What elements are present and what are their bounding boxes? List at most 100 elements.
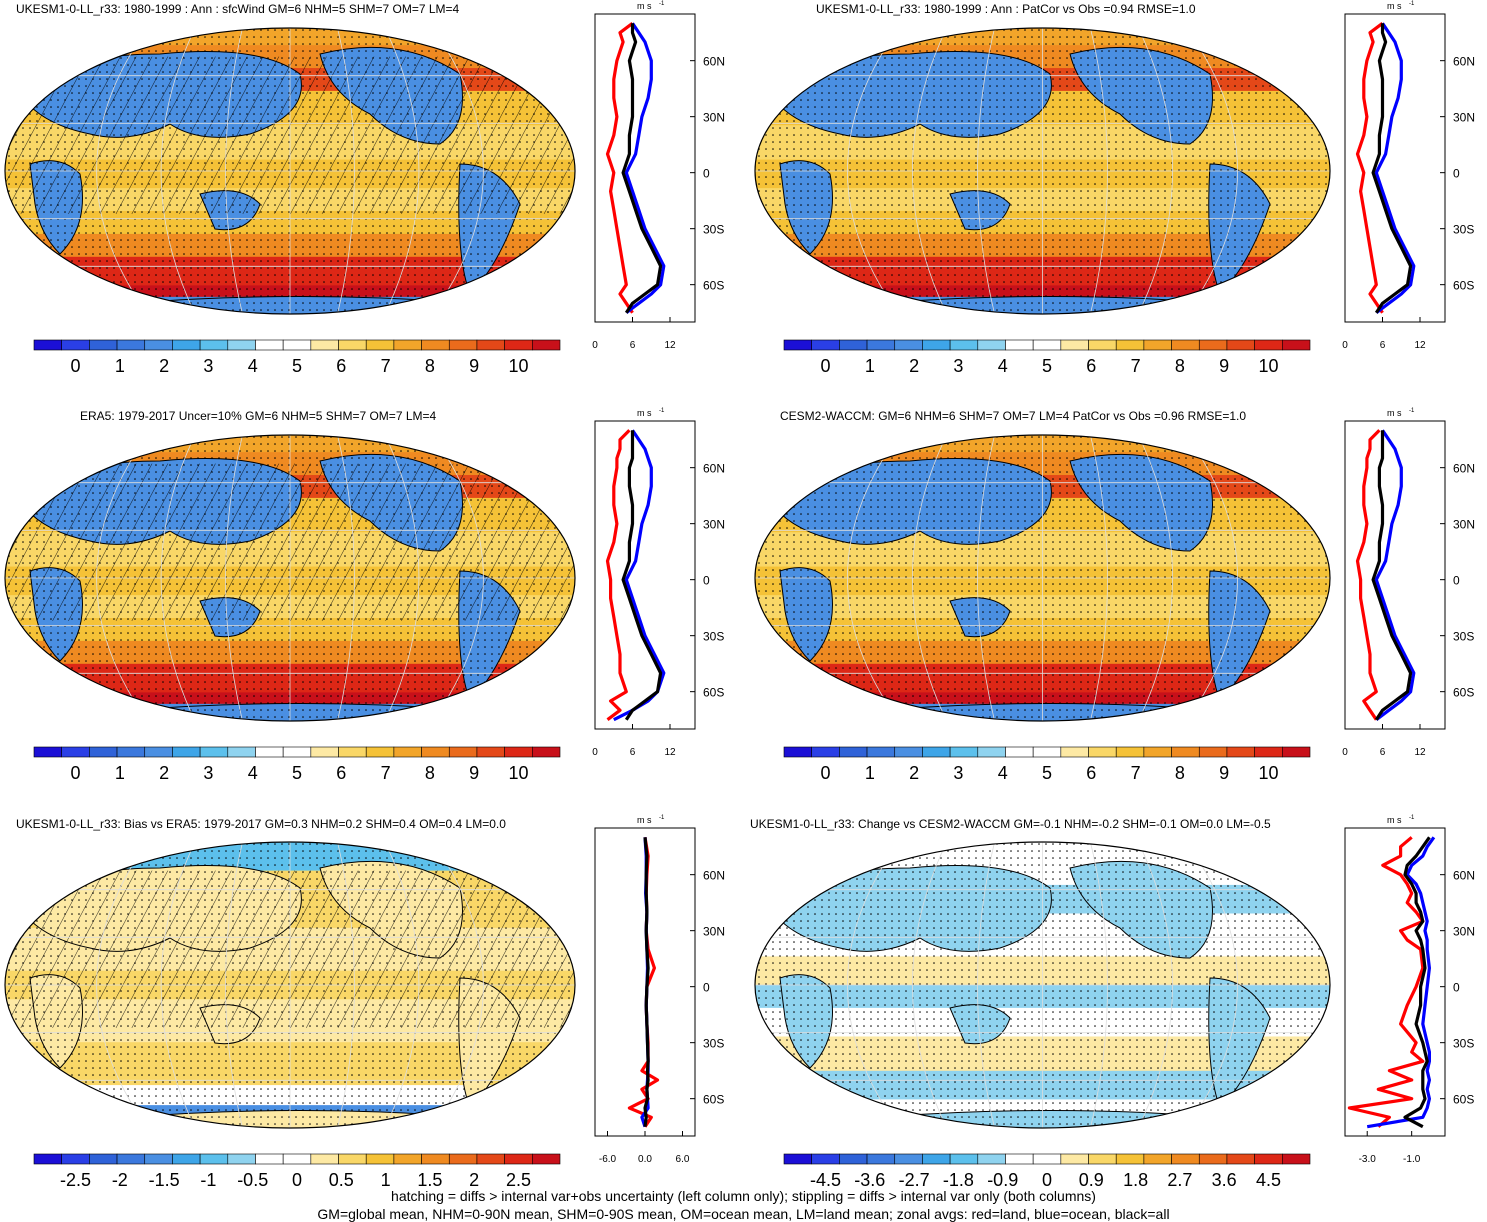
graticule-line: [1090, 28, 1108, 314]
zonal-series-all: [621, 430, 663, 721]
colorbar-tick-label: 9: [1219, 763, 1229, 783]
colorbar-tick-label: 9: [469, 356, 479, 376]
zonal-y-tick-label: 30S: [703, 1037, 724, 1051]
zonal-series-ocean: [1374, 22, 1416, 314]
colorbar: 0 1 2 3 4 5 6 7 8 9 10: [33, 746, 561, 783]
graticule-line: [432, 435, 484, 721]
colorbar-swatch: [255, 339, 284, 351]
zonal-y-tick-label: 60S: [1453, 1093, 1474, 1107]
zonal-series-all: [643, 837, 650, 1127]
zonal-y-tick-label: 60S: [703, 279, 724, 293]
colorbar-swatch: [1005, 1153, 1034, 1165]
colorbar-swatch: [1226, 1153, 1255, 1165]
map-outline: [4, 27, 576, 315]
colorbar-swatch: [1282, 746, 1311, 758]
panel-title: UKESM1-0-LL_r33: 1980-1999 : Ann : sfcWi…: [16, 2, 460, 16]
zonal-unit-label: m s: [637, 408, 652, 418]
colorbar-tick-label: 2: [159, 356, 169, 376]
colorbar-tick-label: 2: [909, 356, 919, 376]
graticule-line: [1090, 842, 1108, 1128]
panel-change-vs-cesm2: UKESM1-0-LL_r33: Change vs CESM2-WACCM G…: [750, 814, 1487, 1194]
colorbar-swatch: [1226, 339, 1255, 351]
colorbar-swatch: [282, 339, 312, 351]
colorbar-swatch: [310, 746, 339, 758]
zonal-series-ocean: [1374, 429, 1416, 721]
zonal-frame: [594, 13, 696, 323]
zonal-x-tick-label: 6: [630, 340, 636, 351]
colorbar-swatch: [227, 746, 256, 758]
colorbar-swatch: [783, 1153, 812, 1165]
zonal-x-tick-label: -1.0: [1403, 1154, 1421, 1165]
world-map: [4, 841, 576, 1129]
colorbar-swatch: [1254, 339, 1283, 351]
colorbar-tick-label: 1: [865, 763, 875, 783]
colorbar-swatch: [448, 1153, 478, 1165]
zonal-x-tick-label: 12: [664, 340, 676, 351]
colorbar-tick-label: 1: [865, 356, 875, 376]
colorbar-tick-label: 0.9: [1079, 1170, 1104, 1190]
colorbar-tick-label: 3: [953, 763, 963, 783]
graticule-line: [1137, 842, 1173, 1128]
zonal-unit-label: m s: [1387, 408, 1402, 418]
zonal-series-ocean: [624, 22, 666, 314]
colorbar-tick-label: 7: [381, 356, 391, 376]
colorbar-swatch: [199, 339, 229, 351]
graticule-line: [160, 842, 196, 1128]
graticule-line: [337, 435, 355, 721]
colorbar-swatch: [61, 339, 90, 351]
graticule-line: [1090, 435, 1108, 721]
colorbar-swatch: [61, 1153, 90, 1165]
colorbar-swatch: [393, 746, 422, 758]
colorbar-swatch: [894, 746, 923, 758]
zonal-y-tick-label: 30N: [1453, 518, 1475, 532]
zonal-series-all: [1371, 430, 1413, 721]
zonal-unit-label: m s: [1387, 1, 1402, 11]
panel-title: UKESM1-0-LL_r33: 1980-1999 : Ann : PatCo…: [816, 2, 1196, 16]
zonal-y-tick-label: 30N: [703, 111, 725, 125]
zonal-y-tick-label: 0: [703, 574, 710, 588]
colorbar-swatch: [811, 339, 840, 351]
colorbar-tick-label: 4: [248, 763, 258, 783]
colorbar-swatch: [1198, 746, 1228, 758]
colorbar-tick-label: 6: [336, 356, 346, 376]
map-outline: [754, 27, 1331, 315]
colorbar-swatch: [338, 1153, 367, 1165]
world-map: [4, 27, 576, 315]
colorbar-swatch: [421, 339, 450, 351]
colorbar-tick-label: 8: [425, 763, 435, 783]
colorbar-tick-label: -4.5: [810, 1170, 841, 1190]
colorbar-swatch: [89, 746, 118, 758]
colorbar-swatch: [1060, 1153, 1089, 1165]
zonal-x-tick-label: -6.0: [599, 1154, 617, 1165]
zonal-x-tick-label: 12: [1414, 340, 1426, 351]
graticule-line: [912, 435, 948, 721]
colorbar-swatch: [421, 746, 450, 758]
colorbar-swatch: [116, 746, 146, 758]
colorbar-swatch: [1198, 1153, 1228, 1165]
colorbar-tick-label: -2: [112, 1170, 128, 1190]
map-outline: [4, 841, 576, 1129]
colorbar-swatch: [172, 339, 201, 351]
colorbar-swatch: [1032, 746, 1062, 758]
colorbar-swatch: [977, 339, 1006, 351]
graticule-line: [847, 435, 900, 721]
colorbar-swatch: [89, 339, 118, 351]
map-outline: [754, 434, 1331, 722]
colorbar-swatch: [255, 746, 284, 758]
colorbar-tick-label: 6: [1086, 356, 1096, 376]
graticule-line: [1185, 28, 1238, 314]
zonal-mean-plot: m s -1 60N 30N 0 30S 60S -6.0 0.0 6.0: [594, 815, 725, 1165]
colorbar-swatch: [866, 339, 896, 351]
zonal-mean-plot: m s -1 60N 30N 0 30S 60S 0 6 12: [1342, 1, 1475, 351]
colorbar-tick-label: 4: [998, 356, 1008, 376]
zonal-series-all: [1403, 836, 1431, 1129]
colorbar-tick-label: 0.5: [329, 1170, 354, 1190]
panel-era5: ERA5: 1979-2017 Uncer=10% GM=6 NHM=5 SHM…: [0, 407, 740, 792]
zonal-unit-superscript: -1: [659, 1, 665, 7]
colorbar-swatch: [172, 1153, 201, 1165]
zonal-y-tick-label: 30S: [703, 630, 724, 644]
colorbar-swatch: [310, 339, 339, 351]
map-outline: [4, 434, 576, 722]
graticule-line: [432, 842, 484, 1128]
colorbar-swatch: [504, 339, 533, 351]
